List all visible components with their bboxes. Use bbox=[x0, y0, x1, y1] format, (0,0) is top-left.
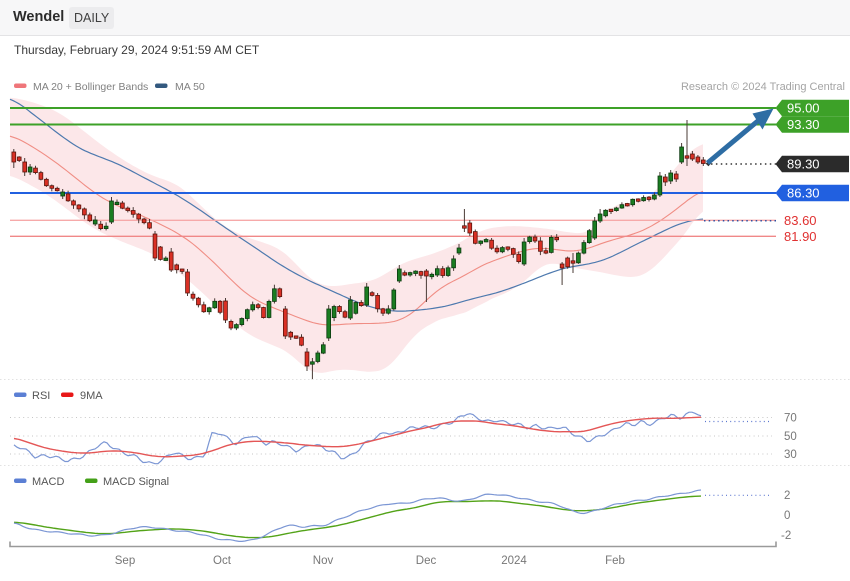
svg-text:86.30: 86.30 bbox=[787, 186, 820, 201]
svg-text:81.90: 81.90 bbox=[784, 229, 817, 244]
svg-text:Oct: Oct bbox=[213, 555, 232, 567]
svg-text:Sep: Sep bbox=[115, 555, 135, 567]
svg-text:MACD Signal: MACD Signal bbox=[103, 476, 169, 488]
svg-text:2024: 2024 bbox=[501, 555, 527, 567]
svg-text:MA 20 + Bollinger Bands: MA 20 + Bollinger Bands bbox=[33, 81, 148, 93]
svg-text:2: 2 bbox=[784, 490, 790, 502]
svg-text:30: 30 bbox=[784, 449, 797, 461]
svg-text:RSI: RSI bbox=[32, 390, 50, 402]
svg-text:Dec: Dec bbox=[416, 555, 437, 567]
svg-text:MACD: MACD bbox=[32, 476, 64, 488]
svg-text:MA 50: MA 50 bbox=[175, 81, 205, 93]
svg-text:70: 70 bbox=[784, 413, 797, 425]
svg-text:9MA: 9MA bbox=[80, 390, 103, 402]
svg-text:Nov: Nov bbox=[313, 555, 334, 567]
svg-text:0: 0 bbox=[784, 510, 790, 522]
svg-text:-2: -2 bbox=[781, 530, 791, 542]
svg-text:93.30: 93.30 bbox=[787, 117, 820, 132]
svg-text:Feb: Feb bbox=[605, 555, 625, 567]
svg-text:Research © 2024 Trading Centra: Research © 2024 Trading Central bbox=[681, 81, 845, 93]
svg-text:50: 50 bbox=[784, 431, 797, 443]
svg-text:89.30: 89.30 bbox=[787, 157, 820, 172]
svg-text:83.60: 83.60 bbox=[784, 213, 817, 228]
svg-text:95.00: 95.00 bbox=[787, 101, 820, 116]
